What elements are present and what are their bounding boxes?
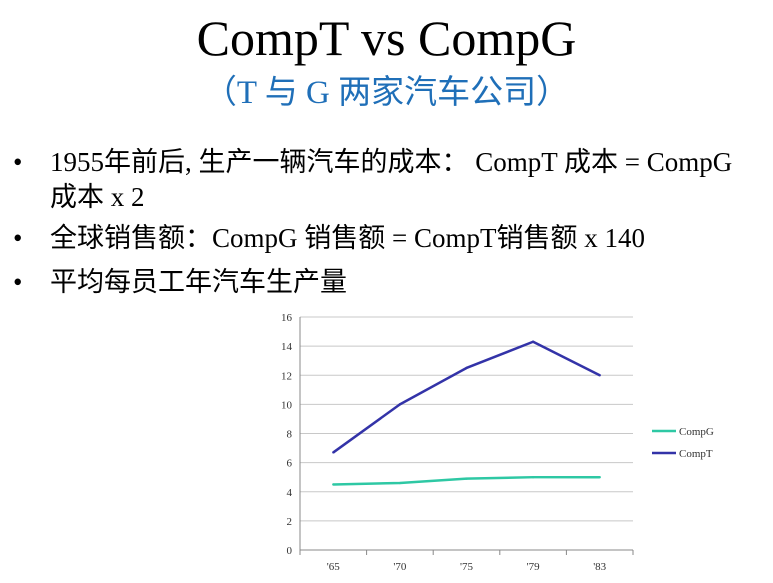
slide-title: CompT vs CompG bbox=[196, 10, 577, 66]
x-tick-label: '70 bbox=[393, 561, 406, 573]
x-tick-label: '75 bbox=[460, 561, 473, 573]
y-tick-label: 10 bbox=[281, 399, 293, 411]
bullet-text-cost: 1955年前后, 生产一辆汽车的成本： CompT 成本 = CompG 成本 … bbox=[50, 147, 733, 212]
x-tick-label: '83 bbox=[593, 561, 606, 573]
data-point bbox=[398, 403, 402, 406]
x-tick-label: '65 bbox=[327, 561, 340, 573]
bullet-marker: • bbox=[13, 267, 23, 297]
y-tick-label: 6 bbox=[287, 458, 293, 470]
y-tick-label: 14 bbox=[281, 341, 293, 353]
data-point bbox=[465, 366, 468, 370]
data-point bbox=[531, 475, 535, 479]
y-tick-label: 16 bbox=[281, 312, 293, 324]
data-point bbox=[332, 483, 335, 486]
legend-label: CompG bbox=[679, 426, 714, 438]
bullet-text-sales: 全球销售额：CompG 销售额 = CompT销售额 x 140 bbox=[50, 223, 645, 253]
data-point bbox=[465, 477, 468, 480]
bullet-text-production: 平均每员工年汽车生产量 bbox=[50, 267, 347, 297]
line-chart: 0 2 4 6 8 10 12 14 16 '65 '70 '75 '79 '83 CompG CompT bbox=[281, 312, 714, 573]
bullet-list: • 1955年前后, 生产一辆汽车的成本： CompT 成本 = CompG 成… bbox=[0, 145, 773, 300]
bullet-item-sales: • 全球销售额：CompG 销售额 = CompT销售额 x 140 bbox=[0, 221, 773, 256]
data-point bbox=[332, 451, 335, 454]
bullet-item-production: • 平均每员工年汽车生产量 bbox=[0, 265, 773, 300]
bullet-item-cost: • 1955年前后, 生产一辆汽车的成本： CompT 成本 = CompG 成… bbox=[0, 145, 773, 215]
bullet-marker: • bbox=[13, 147, 23, 177]
y-tick-label: 4 bbox=[287, 487, 293, 499]
x-tick-label: '79 bbox=[527, 561, 540, 573]
y-tick-label: 0 bbox=[287, 545, 293, 557]
y-tick-label: 2 bbox=[287, 516, 293, 528]
data-point bbox=[531, 340, 535, 343]
series-line-compt bbox=[332, 340, 601, 454]
data-point bbox=[598, 374, 601, 377]
data-point bbox=[398, 481, 402, 485]
y-tick-label: 8 bbox=[287, 429, 293, 441]
bullet-marker: • bbox=[13, 223, 23, 253]
legend-label: CompT bbox=[679, 448, 713, 460]
y-tick-label: 12 bbox=[281, 370, 292, 382]
slide-subtitle: （T 与 G 两家汽车公司） bbox=[203, 75, 570, 111]
data-point bbox=[598, 475, 601, 479]
